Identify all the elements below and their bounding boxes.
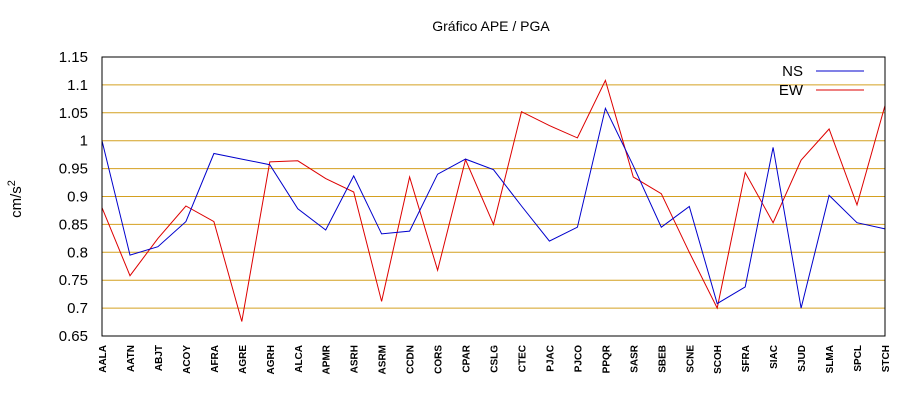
x-tick-label: SBEB [657,345,668,373]
x-tick-label: ALCA [294,345,305,373]
x-tick-label: SJUD [797,345,808,372]
y-tick-label: 0.85 [59,216,88,233]
chart-title: Gráfico APE / PGA [432,18,550,34]
x-tick-label: SPCL [853,345,864,372]
y-tick-label: 0.75 [59,272,88,289]
x-tick-label: SCNE [685,345,696,373]
x-tick-label: ABJT [154,345,165,371]
x-tick-label: SASR [629,344,640,373]
x-tick-label: STCH [881,345,892,372]
x-tick-label: AFRA [210,345,221,373]
y-axis-label: cm/s2 [6,180,25,218]
legend-label-ew: EW [779,82,804,99]
x-tick-label: ASRM [378,345,389,374]
x-tick-label: AATN [126,345,137,372]
y-tick-label: 0.95 [59,161,88,178]
plot-frame [101,56,886,337]
x-tick-label: PJCO [573,345,584,372]
x-tick-label: CCDN [406,345,417,374]
series-line-ns [101,106,886,309]
series-lines [101,79,886,322]
x-tick-label: SLMA [825,345,836,373]
x-tick-label: AALA [98,345,109,373]
x-tick-label: AGRE [238,345,249,374]
y-tick-label: 1 [80,133,88,150]
x-tick-label: PPQR [601,344,612,373]
y-axis-label-text: cm/s [8,186,25,218]
x-tick-label: ASRH [350,345,361,373]
x-tick-label: CTEC [517,345,528,372]
series-line-ew [101,79,886,322]
y-tick-label: 1.15 [59,49,88,66]
legend-label-ns: NS [782,63,803,80]
y-tick-label: 0.8 [67,244,88,261]
x-tick-label: ACOY [182,345,193,374]
x-tick-label: APMR [322,344,333,374]
x-tick-label: PJAC [545,345,556,372]
gridlines [102,56,885,337]
y-tick-label: 0.65 [59,328,88,345]
legend: NS EW [779,63,864,99]
x-tick-label: CSLG [490,345,501,373]
y-tick-label: 1.05 [59,105,88,122]
x-axis-ticks: AALA AATN ABJT ACOY AFRA AGRE AGRH ALCA APMR ASRH… [98,344,892,374]
x-tick-label: CORS [434,345,445,374]
x-tick-label: SIAC [769,345,780,369]
x-tick-label: SFRA [741,345,752,372]
y-tick-label: 0.7 [67,300,88,317]
x-tick-label: CPAR [462,344,473,372]
y-axis-label-superscript: 2 [6,180,18,186]
y-tick-label: 1.1 [67,77,88,94]
y-axis-ticks: 0.65 0.7 0.75 0.8 0.85 0.9 0.95 1 1.05 1.1 1.15 [59,49,88,345]
x-tick-label: AGRH [266,345,277,374]
x-tick-label: SCOH [713,345,724,374]
y-tick-label: 0.9 [67,189,88,206]
